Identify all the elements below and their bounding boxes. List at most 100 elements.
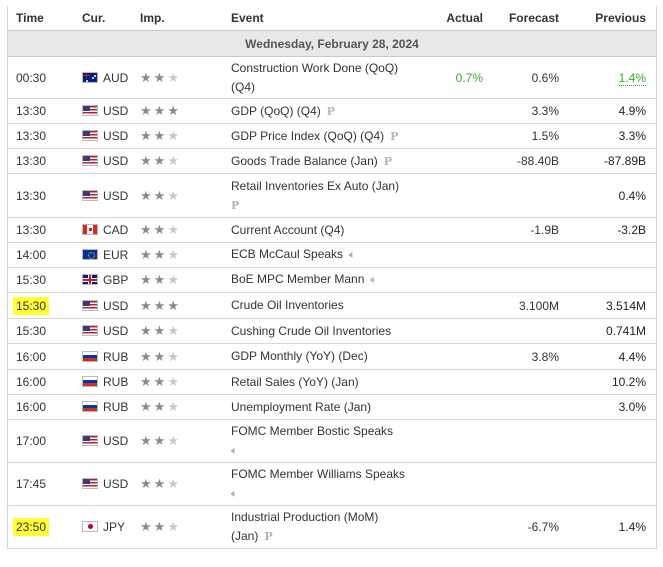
actual-value-cell [419, 394, 493, 420]
event-name[interactable]: Retail Inventories Ex Auto (Jan) [231, 178, 400, 193]
currency-code: USD [103, 324, 129, 338]
actual-value: 0.7% [455, 70, 483, 85]
header-previous[interactable]: Previous [569, 6, 656, 31]
header-forecast[interactable]: Forecast [493, 6, 569, 31]
star-icon: ★ [153, 323, 168, 338]
event-name[interactable]: Cushing Crude Oil Inventories [231, 323, 392, 338]
preliminary-icon[interactable]: P [326, 104, 336, 118]
event-name-cont[interactable]: (Q4) [231, 79, 255, 94]
event-time-cell: 13:30 [8, 217, 76, 243]
table-row[interactable]: 13:30 USD ★★★ GDP (QoQ) (Q4) P 3.3% 4.9% [8, 98, 656, 124]
event-name[interactable]: Crude Oil Inventories [231, 298, 344, 312]
gb-flag-icon [82, 274, 98, 285]
event-cell[interactable]: GDP (QoQ) (Q4) P [229, 98, 419, 124]
event-time-cell: 15:30 [8, 292, 76, 319]
header-currency[interactable]: Cur. [76, 6, 138, 31]
table-row[interactable]: 13:30 USD ★★★ Goods Trade Balance (Jan) P -88… [8, 148, 656, 174]
table-row[interactable]: 17:00 USD ★★★ FOMC Member Bostic Speaks 🔈︎ [8, 419, 656, 463]
table-row[interactable]: 23:50 JPY ★★★ Industrial Production (MoM) (J… [8, 505, 656, 549]
event-name[interactable]: Current Account (Q4) [231, 222, 345, 237]
table-row[interactable]: 14:00 EUR ★★★ ECB McCaul Speaks 🔈︎ [8, 242, 656, 268]
previous-value-cell: 10.2% [569, 369, 656, 395]
actual-value-cell [419, 217, 493, 243]
calendar-table: Time Cur. Imp. Event Actual Forecast Pre… [8, 6, 656, 549]
table-row[interactable]: 00:30 AUD ★★★ Construction Work Done (QoQ)(… [8, 56, 656, 99]
table-row[interactable]: 15:30 USD ★★★ Cushing Crude Oil Inventories… [8, 318, 656, 344]
us-flag-icon [82, 105, 98, 116]
event-cell[interactable]: Construction Work Done (QoQ) (Q4) [229, 56, 419, 99]
table-row[interactable]: 16:00 RUB ★★★ GDP Monthly (YoY) (Dec) 3.8% 4.… [8, 343, 656, 370]
preliminary-icon[interactable]: P [383, 154, 393, 168]
importance-stars: ★★★ [138, 267, 229, 293]
event-name[interactable]: BoE MPC Member Mann [231, 272, 365, 286]
table-row[interactable]: 17:45 USD ★★★ FOMC Member Williams Speaks 🔈︎ [8, 462, 656, 506]
event-cell[interactable]: FOMC Member Bostic Speaks 🔈︎ [229, 419, 419, 463]
event-cell[interactable]: Goods Trade Balance (Jan) P [229, 148, 419, 174]
speaker-icon[interactable]: 🔈︎ [349, 249, 356, 261]
forecast-value-cell: -1.9B [493, 217, 569, 243]
event-cell[interactable]: GDP Monthly (YoY) (Dec) [229, 343, 419, 370]
us-flag-icon [82, 325, 98, 336]
header-importance[interactable]: Imp. [138, 6, 229, 31]
event-cell[interactable]: Cushing Crude Oil Inventories [229, 318, 419, 344]
preliminary-icon[interactable]: P [231, 198, 240, 212]
event-name[interactable]: Retail Sales (YoY) (Jan) [231, 374, 359, 389]
event-name[interactable]: FOMC Member Bostic Speaks [231, 423, 394, 438]
event-cell[interactable]: ECB McCaul Speaks 🔈︎ [229, 242, 419, 268]
star-icon: ★ [140, 69, 154, 85]
event-cell[interactable]: FOMC Member Williams Speaks 🔈︎ [229, 462, 419, 506]
previous-value: 10.2% [611, 375, 646, 389]
previous-value: 3.3% [618, 129, 646, 143]
header-event[interactable]: Event [229, 6, 419, 31]
event-name-cont[interactable]: (Jan) [231, 529, 259, 543]
event-name[interactable]: ECB McCaul Speaks [231, 247, 344, 261]
preliminary-icon[interactable]: P [264, 530, 273, 543]
event-name[interactable]: Industrial Production (MoM) [231, 510, 379, 524]
event-cell[interactable]: Retail Inventories Ex Auto (Jan) P [229, 173, 419, 218]
table-row[interactable]: 13:30 USD ★★★ GDP Price Index (QoQ) (Q4) P 1.… [8, 123, 656, 149]
table-row[interactable]: 15:30 USD ★★★ Crude Oil Inventories 3.100M 3.… [8, 292, 656, 319]
table-row[interactable]: 16:00 RUB ★★★ Unemployment Rate (Jan) 3.0% [8, 394, 656, 420]
table-row[interactable]: 15:30 GBP ★★★ BoE MPC Member Mann 🔈︎ [8, 267, 656, 293]
event-time: 15:30 [16, 324, 47, 338]
forecast-value-cell [493, 369, 569, 395]
previous-value-cell: 4.9% [569, 98, 656, 124]
event-time: 17:45 [16, 477, 47, 491]
importance-stars: ★★★ [138, 56, 229, 99]
event-name[interactable]: GDP Monthly (YoY) (Dec) [231, 349, 368, 363]
event-cell[interactable]: Retail Sales (YoY) (Jan) [229, 369, 419, 395]
previous-value-cell: 1.4% [569, 56, 656, 99]
star-icon: ★ [153, 187, 168, 203]
table-row[interactable]: 13:30 CAD ★★★ Current Account (Q4) -1.9B -3.2… [8, 217, 656, 243]
speaker-icon[interactable]: 🔈︎ [231, 444, 238, 457]
event-cell[interactable]: Crude Oil Inventories [229, 292, 419, 319]
event-name[interactable]: Unemployment Rate (Jan) [231, 399, 372, 414]
event-name[interactable]: GDP Price Index (QoQ) (Q4) [231, 128, 385, 143]
actual-value-cell: 0.7% [419, 56, 493, 99]
event-name[interactable]: Construction Work Done (QoQ) [231, 60, 399, 75]
table-row[interactable]: 13:30 USD ★★★ Retail Inventories Ex Auto (J… [8, 173, 656, 218]
star-icon: ★ [140, 323, 154, 338]
table-row[interactable]: 16:00 RUB ★★★ Retail Sales (YoY) (Jan) 10.2% [8, 369, 656, 395]
event-name[interactable]: GDP (QoQ) (Q4) [231, 103, 321, 118]
event-name[interactable]: Goods Trade Balance (Jan) [231, 153, 378, 168]
currency-code: USD [103, 129, 129, 143]
previous-value: 1.4% [618, 70, 646, 86]
event-cell[interactable]: Current Account (Q4) [229, 217, 419, 243]
currency-code: USD [103, 188, 129, 203]
preliminary-icon[interactable]: P [390, 129, 399, 143]
event-cell[interactable]: Industrial Production (MoM) (Jan) P [229, 505, 419, 549]
header-time[interactable]: Time [8, 6, 76, 31]
event-cell[interactable]: BoE MPC Member Mann 🔈︎ [229, 267, 419, 293]
currency-code: USD [103, 477, 129, 491]
event-cell[interactable]: GDP Price Index (QoQ) (Q4) P [229, 123, 419, 149]
speaker-icon[interactable]: 🔈︎ [231, 487, 238, 500]
event-name[interactable]: FOMC Member Williams Speaks [231, 466, 406, 481]
header-actual[interactable]: Actual [419, 6, 493, 31]
speaker-icon[interactable]: 🔈︎ [370, 274, 377, 286]
star-icon: ★ [140, 519, 154, 534]
ru-flag-icon [82, 376, 98, 387]
previous-value-cell: 1.4% [569, 505, 656, 549]
us-flag-icon [82, 189, 98, 201]
event-cell[interactable]: Unemployment Rate (Jan) [229, 394, 419, 420]
